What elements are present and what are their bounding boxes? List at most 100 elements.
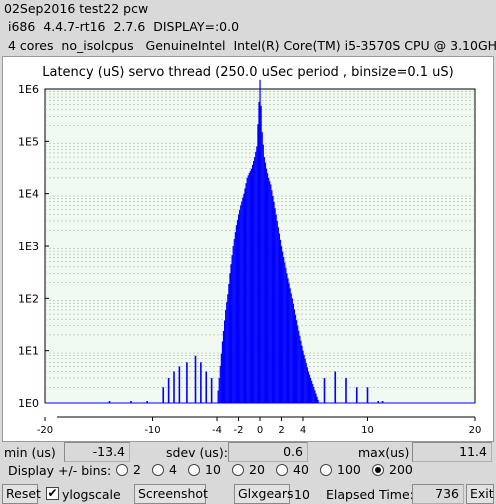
histogram-bar [297,325,299,403]
histogram-bar [311,380,313,403]
histogram-outlier-bar [167,378,170,403]
histogram-bar [271,190,273,403]
histogram-bar [230,264,232,403]
min-value: -13.4 [64,442,130,462]
stats-row: min (us) [4,442,56,462]
bins-radio-4[interactable]: 4 [152,462,177,477]
y-tick-label: 1E4 [18,188,39,201]
radio-indicator[interactable] [276,463,288,476]
histogram-outlier-bar [334,371,337,403]
histogram-bar [293,309,296,403]
histogram-outlier-bar [381,401,384,403]
histogram-bar [274,208,276,403]
histogram-bar [247,175,249,403]
histogram-outlier-bar [366,387,369,403]
y-tick-label: 1E0 [18,397,39,410]
histogram-bar [236,219,239,403]
header-line-date: 02Sep2016 test22 pcw [4,1,149,16]
histogram-bar [223,320,226,403]
histogram-bar [222,330,225,403]
x-tick-label: -4 [212,425,222,436]
bins-radio-200[interactable]: 200 [372,462,413,477]
histogram-bar [303,354,305,403]
histogram-bar [294,314,297,403]
histogram-bar [285,267,287,403]
x-tick-label: -20 [37,425,53,436]
bins-radio-100[interactable]: 100 [320,462,361,477]
histogram-bar [314,390,316,403]
bins-radio-20[interactable]: 20 [232,462,265,477]
histogram-bar [268,177,270,403]
histogram-bar [259,79,261,404]
histogram-outlier-bar [173,371,175,403]
histogram-bar [265,168,268,403]
histogram-outlier-bar [210,378,213,403]
histogram-outlier-bar [186,362,188,403]
radio-indicator[interactable] [116,463,128,476]
histogram-bar [272,195,274,403]
x-tick-label: -10 [144,425,160,436]
reset-button[interactable]: Reset [2,484,41,504]
bins-radio-2[interactable]: 2 [116,462,141,477]
histogram-bar [269,181,271,403]
histogram-bar [239,209,241,403]
exit-button[interactable]: Exit [466,484,494,504]
bins-radio-10[interactable]: 10 [188,462,221,477]
histogram-bar [241,201,243,403]
x-tick-label: 4 [300,425,306,436]
y-tick-label: 1E3 [18,240,39,253]
glxgears-count: 10 [294,487,310,502]
y-tick-label: 1E2 [18,292,39,305]
histogram-bar [289,288,291,403]
chart-title: Latency (uS) servo thread (250.0 uSec pe… [42,65,454,80]
header-line-system: i686 4.4.7-rt16 2.7.6 DISPLAY=:0.0 [4,19,240,34]
ylogscale-checkbox[interactable]: ✔ [46,486,59,500]
radio-indicator[interactable] [152,463,164,476]
histogram-bar [270,184,272,403]
histogram-bar [245,183,247,403]
histogram-bar [260,105,262,403]
histogram-outlier-bar [205,371,208,403]
histogram-outlier-bar [345,378,347,403]
histogram-bar [232,246,234,403]
ylogscale-label: ylogscale [62,487,121,502]
radio-indicator[interactable] [232,463,244,476]
x-tick-label: -2 [234,425,244,436]
bins-radio-40[interactable]: 40 [276,462,309,477]
max-value: 11.4 [412,442,492,462]
histogram-outlier-bar [178,366,181,403]
histogram-bar [233,239,235,403]
histogram-bar [273,201,275,403]
x-tick-label: 0 [257,425,263,436]
histogram-bar [218,378,220,403]
histogram-bar [312,384,314,403]
radio-indicator[interactable] [320,463,332,476]
histogram-bar [263,157,265,403]
histogram-bar [220,353,222,403]
y-tick-label: 1E6 [18,83,39,96]
histogram-bar [284,262,286,403]
histogram-bar [244,188,246,403]
histogram-bar [217,390,219,403]
radio-indicator-selected[interactable] [372,463,384,476]
histogram-bar [308,374,311,403]
y-tick-label: 1E1 [18,345,39,358]
screenshot-button[interactable]: Screenshot [134,484,208,504]
x-tick-label: 20 [469,425,482,436]
histogram-bar [300,340,302,403]
histogram-bar [298,330,300,403]
histogram-bar [283,256,285,403]
histogram-bar [296,320,298,403]
histogram-bar [229,273,231,403]
histogram-bar [225,309,227,403]
histogram-bar [276,221,278,403]
histogram-bar [302,350,304,403]
histogram-bar [264,162,267,403]
bins-label: Display +/- bins: [8,463,112,478]
histogram-bar [282,251,284,403]
glxgears-button[interactable]: Glxgears [234,484,294,504]
histogram-bar [257,124,259,404]
histogram-bar [292,303,294,403]
histogram-bar [291,298,293,403]
radio-indicator[interactable] [188,463,200,476]
